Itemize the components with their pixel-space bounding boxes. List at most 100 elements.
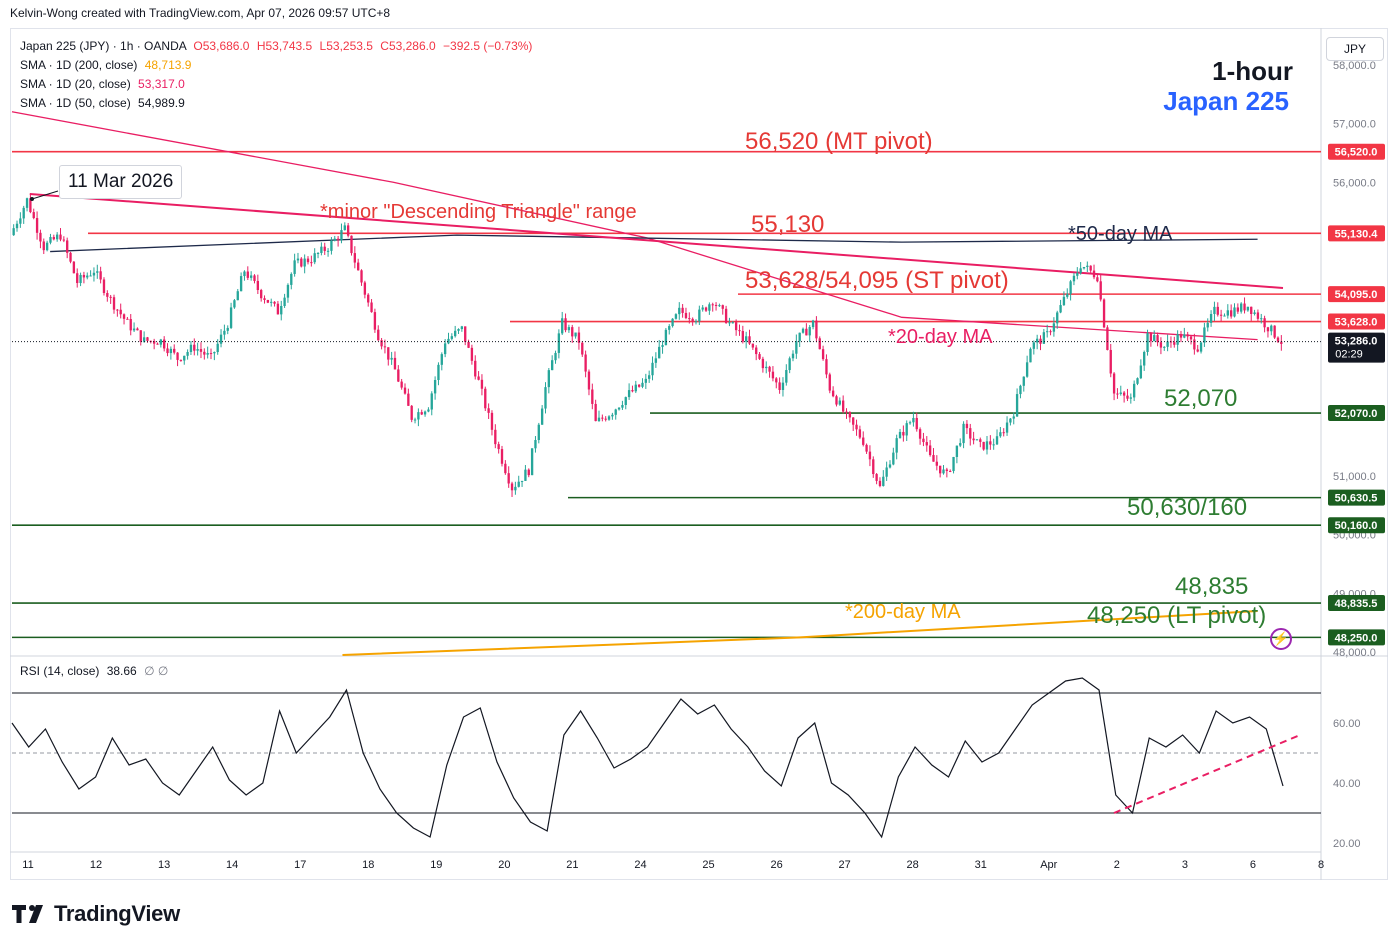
candle-body [72, 261, 76, 274]
legend-sma200[interactable]: SMA · 1D (200, close) 48,713.9 [20, 58, 191, 72]
candle-body [403, 387, 407, 394]
legend-sma50[interactable]: SMA · 1D (50, close) 54,989.9 [20, 96, 185, 110]
candle-body [196, 349, 199, 351]
legend-sma20[interactable]: SMA · 1D (20, close) 53,317.0 [20, 77, 185, 91]
candle-body [474, 360, 477, 377]
candle-body [1206, 322, 1209, 328]
time-tick-label: 6 [1250, 859, 1256, 871]
candle-body [1143, 352, 1146, 366]
time-tick-label: 24 [634, 859, 646, 871]
candle-body [290, 273, 293, 285]
candle-body [487, 408, 490, 413]
candle-body [1253, 312, 1256, 314]
sma200-line [342, 609, 1258, 656]
candle-body [283, 297, 286, 307]
candle-body [607, 416, 611, 420]
time-tick-label: 26 [770, 859, 782, 871]
candle-body [1243, 303, 1246, 311]
candle-body [370, 302, 373, 313]
candle-body [574, 332, 577, 337]
time-tick-label: 2 [1114, 859, 1120, 871]
candle-body [363, 282, 367, 295]
candle-body [1216, 306, 1219, 315]
candle-body [982, 441, 985, 450]
ma20-label: *20-day MA [888, 326, 993, 348]
candle-body [624, 397, 627, 406]
candle-body [882, 476, 885, 486]
candle-body [79, 274, 82, 284]
candle-body [243, 271, 246, 277]
time-tick-label: 8 [1318, 859, 1324, 871]
legend-sma20-label: SMA · 1D (20, close) [20, 77, 131, 91]
candle-body [199, 349, 203, 352]
candle-body [828, 374, 831, 391]
tradingview-logo[interactable]: TradingView [12, 901, 180, 927]
candle-body [1035, 338, 1039, 343]
candle-body [1092, 270, 1096, 278]
candle-body [119, 309, 122, 315]
candle-body [116, 309, 119, 311]
candle-body [571, 327, 574, 337]
candle-body [183, 355, 186, 361]
candle-body [514, 486, 517, 491]
candle-body [534, 440, 537, 449]
candle-body [1102, 299, 1106, 328]
candle-body [721, 305, 724, 309]
candle-body [755, 347, 758, 355]
candle-body [627, 390, 631, 398]
candle-body [1149, 333, 1153, 342]
candle-body [855, 424, 858, 430]
candle-body [206, 353, 209, 355]
candle-body [858, 429, 862, 438]
currency-button[interactable]: JPY [1326, 37, 1384, 61]
candle-body [236, 291, 239, 301]
candle-body [430, 393, 433, 410]
candle-body [122, 314, 126, 319]
candle-body [678, 307, 681, 315]
candle-body [778, 382, 781, 390]
candle-body [1280, 341, 1283, 344]
time-tick-label: 27 [839, 859, 851, 871]
last-price-text: 53,286.0 [1335, 336, 1378, 348]
candle-body [1156, 335, 1159, 343]
candle-body [711, 304, 714, 306]
candle-body [979, 439, 982, 442]
level-55130-label: 55,130 [751, 211, 825, 238]
candle-body [1116, 393, 1119, 395]
candle-body [985, 441, 989, 450]
level-badge-text: 55,130.4 [1335, 228, 1379, 240]
time-tick-label: 21 [566, 859, 578, 871]
candle-body [1263, 318, 1266, 328]
candle-body [1056, 312, 1059, 324]
candle-body [734, 322, 738, 331]
candle-body [1066, 293, 1069, 297]
price-axis-level-badge: 53,628.0 [1328, 313, 1385, 330]
candle-body [1002, 432, 1005, 434]
candle-body [1132, 383, 1136, 398]
candle-body [1183, 334, 1186, 338]
chart-frame[interactable] [10, 28, 1388, 880]
candle-body [1015, 394, 1019, 417]
candle-body [494, 429, 497, 445]
candle-body [765, 366, 768, 369]
candle-body [965, 423, 969, 429]
candle-body [313, 253, 316, 263]
candle-body [273, 301, 276, 304]
candle-body [1266, 327, 1270, 332]
time-tick-label: 3 [1182, 859, 1188, 871]
candle-body [156, 343, 159, 345]
lightning-icon[interactable]: ⚡ [1270, 628, 1292, 650]
candle-body [1012, 416, 1015, 419]
candle-body [19, 218, 22, 224]
candle-body [1246, 306, 1250, 311]
legend-symbol-line: Japan 225 (JPY) · 1h · OANDA O53,686.0 H… [20, 39, 532, 53]
candle-body [1163, 346, 1166, 348]
candle-body [1082, 267, 1086, 269]
legend-sma20-value: 53,317.0 [138, 77, 185, 91]
candle-body [256, 280, 260, 291]
candle-body [296, 258, 300, 261]
candle-body [771, 371, 775, 379]
candle-body [895, 438, 898, 453]
candle-body [1136, 378, 1139, 384]
